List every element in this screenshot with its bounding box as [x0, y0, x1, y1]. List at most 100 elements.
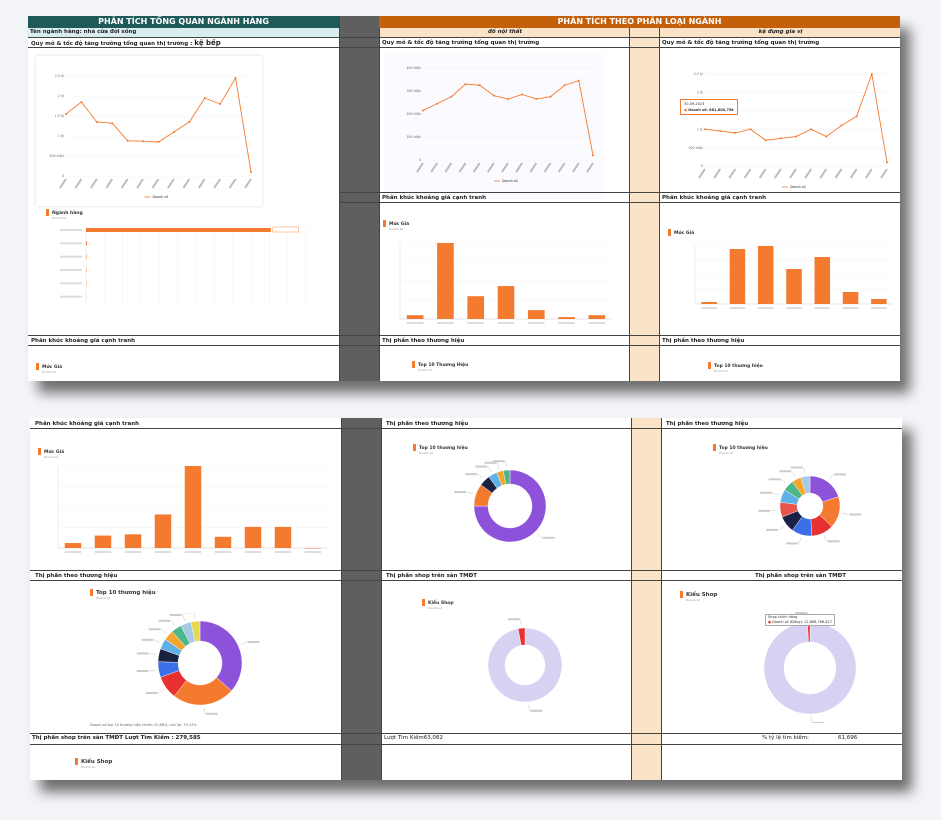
x-tick-label [849, 168, 858, 179]
divider [30, 580, 902, 581]
search-stat-mid: Lượt Tìm Kiếm63,082 [384, 735, 443, 741]
brand-share-label-left: Thị phần theo thương hiệu [35, 573, 118, 579]
x-tick-label [804, 168, 812, 179]
bar [184, 466, 202, 548]
data-point [749, 128, 752, 131]
data-point [535, 98, 538, 101]
x-tick-label [467, 322, 485, 324]
bar [757, 246, 774, 304]
data-point [111, 122, 114, 125]
pie-slice [199, 620, 243, 692]
slice-label-leader [779, 526, 785, 531]
bar [244, 526, 262, 548]
divider [339, 16, 340, 381]
divider [28, 37, 900, 38]
top-dashboard-sheet: PHÂN TÍCH TỔNG QUAN NGÀNH HÀNG PHÂN TÍCH… [28, 16, 900, 381]
data-point [80, 101, 83, 103]
slice-label-leader [467, 491, 473, 495]
x-tick-label [758, 168, 767, 179]
peach-separator [629, 28, 659, 381]
pie-slice [517, 627, 526, 646]
slice-label-leader [158, 689, 164, 694]
slice-label [158, 619, 171, 622]
slice-label [812, 721, 825, 723]
y-tick-label: 2,5 tỷ [694, 72, 703, 76]
market-scale-label-left: Quy mô & tốc độ tăng trưởng tổng quan th… [31, 39, 221, 47]
y-tick-label: 0 [62, 174, 64, 178]
x-tick-label [105, 178, 114, 189]
legend-label: Doanh số [502, 179, 518, 183]
industry-name-label: Tên ngành hàng: nhà cửa đời sống [28, 28, 339, 37]
bar-chart-price-furniture [399, 242, 612, 324]
legend-price-bottom-left: Mức Giá Doanh số [36, 363, 62, 374]
x-tick-label [757, 307, 774, 309]
category-header: PHÂN TÍCH THEO PHÂN LOẠI NGÀNH [379, 16, 900, 28]
slice-label [542, 536, 555, 539]
slice-label-leader [204, 707, 205, 714]
legend-label: Doanh số [790, 185, 806, 189]
x-tick-label [214, 551, 232, 553]
x-tick-label [154, 551, 172, 553]
x-tick-label [228, 178, 237, 189]
slice-label-leader [528, 704, 530, 711]
slice-label-leader [537, 533, 542, 538]
divider [629, 28, 630, 381]
bar [871, 299, 887, 304]
data-point [870, 73, 873, 75]
divider [30, 570, 902, 571]
price-segment-label-left-bottom: Phân khúc khoảng giá cạnh tranh [31, 338, 136, 344]
x-tick-label [120, 178, 129, 189]
slice-label [141, 638, 154, 641]
data-point [855, 115, 858, 118]
bar [558, 317, 575, 319]
legend-label: Doanh số [153, 195, 169, 199]
bar [437, 243, 454, 319]
x-tick-label [557, 162, 566, 173]
slice-label-leader [842, 513, 849, 515]
donut-brand-share-overview [136, 613, 260, 715]
pie-slice [503, 469, 511, 485]
pie-slice [763, 621, 857, 715]
price-segment-label-right: Phân khúc khoảng giá cạnh tranh [662, 195, 767, 201]
x-tick-label [90, 178, 98, 189]
x-tick-label [543, 162, 552, 173]
search-stat-left: Thị phần shop trên sàn TMĐT Lượt Tìm Kiế… [32, 735, 201, 741]
data-point [492, 94, 495, 97]
data-point [126, 139, 129, 142]
x-tick-label [244, 551, 262, 553]
x-tick-label [274, 551, 292, 553]
slice-label-leader [781, 479, 787, 484]
slice-label-leader [829, 474, 834, 480]
legend-top10-mid: Top 10 Thương Hiệu Doanh số [412, 361, 468, 372]
data-point [840, 124, 843, 127]
slice-label [475, 465, 488, 468]
data-point [203, 97, 206, 99]
legend-shop-mid: Kiểu Shop Doanh số [422, 599, 454, 610]
x-tick-label [558, 322, 575, 324]
divider [379, 28, 380, 381]
x-tick-label [729, 307, 746, 309]
slice-label-leader [149, 669, 156, 672]
slice-label [169, 614, 182, 617]
y-tick-label: 2 tỷ [697, 91, 703, 95]
data-point [704, 128, 706, 131]
legend-shop-right: Kiểu Shop Doanh số [680, 591, 717, 602]
x-tick-label [487, 162, 495, 173]
subcategory-b: kệ đựng gia vị [659, 28, 900, 37]
x-tick-label [437, 322, 454, 324]
bar [467, 296, 485, 319]
slice-label-leader [171, 620, 175, 626]
slice-label [827, 540, 840, 543]
hbar-chart-brand-share [60, 226, 307, 306]
data-point [422, 109, 424, 112]
x-tick-label [430, 162, 438, 173]
x-tick-label [743, 168, 752, 179]
slice-label [136, 652, 149, 655]
data-point [563, 84, 566, 87]
divider [631, 418, 632, 780]
data-point [464, 83, 467, 86]
x-tick-label [842, 307, 859, 309]
y-tick-label: 500 triệu [688, 146, 703, 150]
data-point [810, 128, 813, 131]
